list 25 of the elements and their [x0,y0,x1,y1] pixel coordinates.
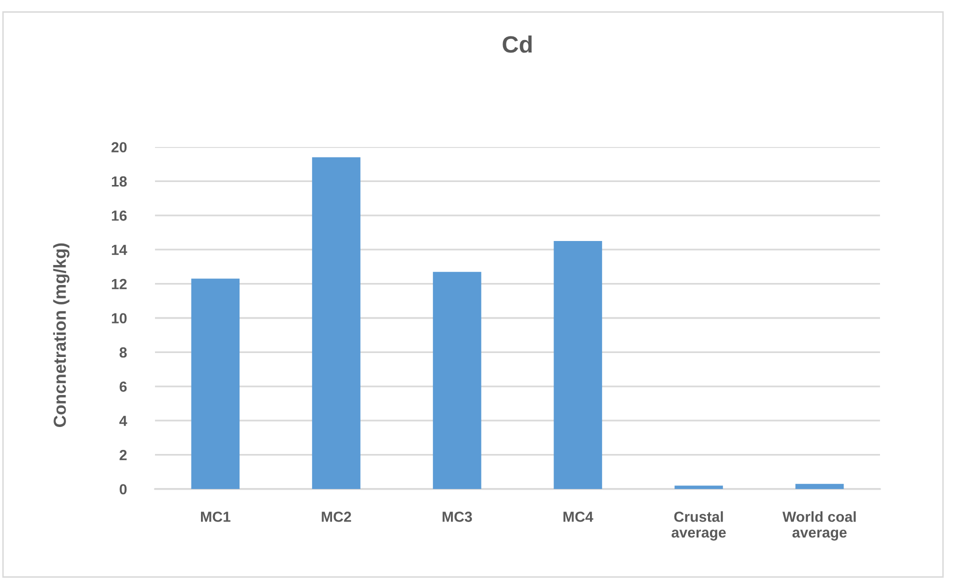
y-tick-label: 10 [112,313,127,324]
bar [312,157,360,489]
x-tick-label: Crustal average [672,511,726,541]
x-tick-label: World coal average [782,511,856,541]
bar [554,241,602,489]
bar [795,484,844,489]
y-tick-label: 2 [120,450,127,460]
x-tick-label: MC2 [322,512,352,522]
y-axis-title: Concnetration (mg/kg) [53,243,70,427]
bar [432,272,482,489]
y-tick-label: 16 [112,210,127,221]
y-tick-label: 4 [119,416,128,426]
y-tick-label: 6 [120,382,127,392]
y-tick-label: 18 [112,176,127,187]
x-tick-label: MC1 [200,512,230,522]
y-tick-label: 0 [120,484,127,494]
y-tick-label: 12 [112,278,127,290]
y-tick-label: 14 [112,244,128,255]
y-tick-label: 8 [120,347,127,358]
y-tick-label: 20 [112,142,127,152]
x-tick-label: MC4 [563,512,594,522]
bar [674,486,723,489]
chart-title: Cd [502,35,532,53]
x-tick-label: MC3 [442,512,472,522]
bar [191,278,240,489]
